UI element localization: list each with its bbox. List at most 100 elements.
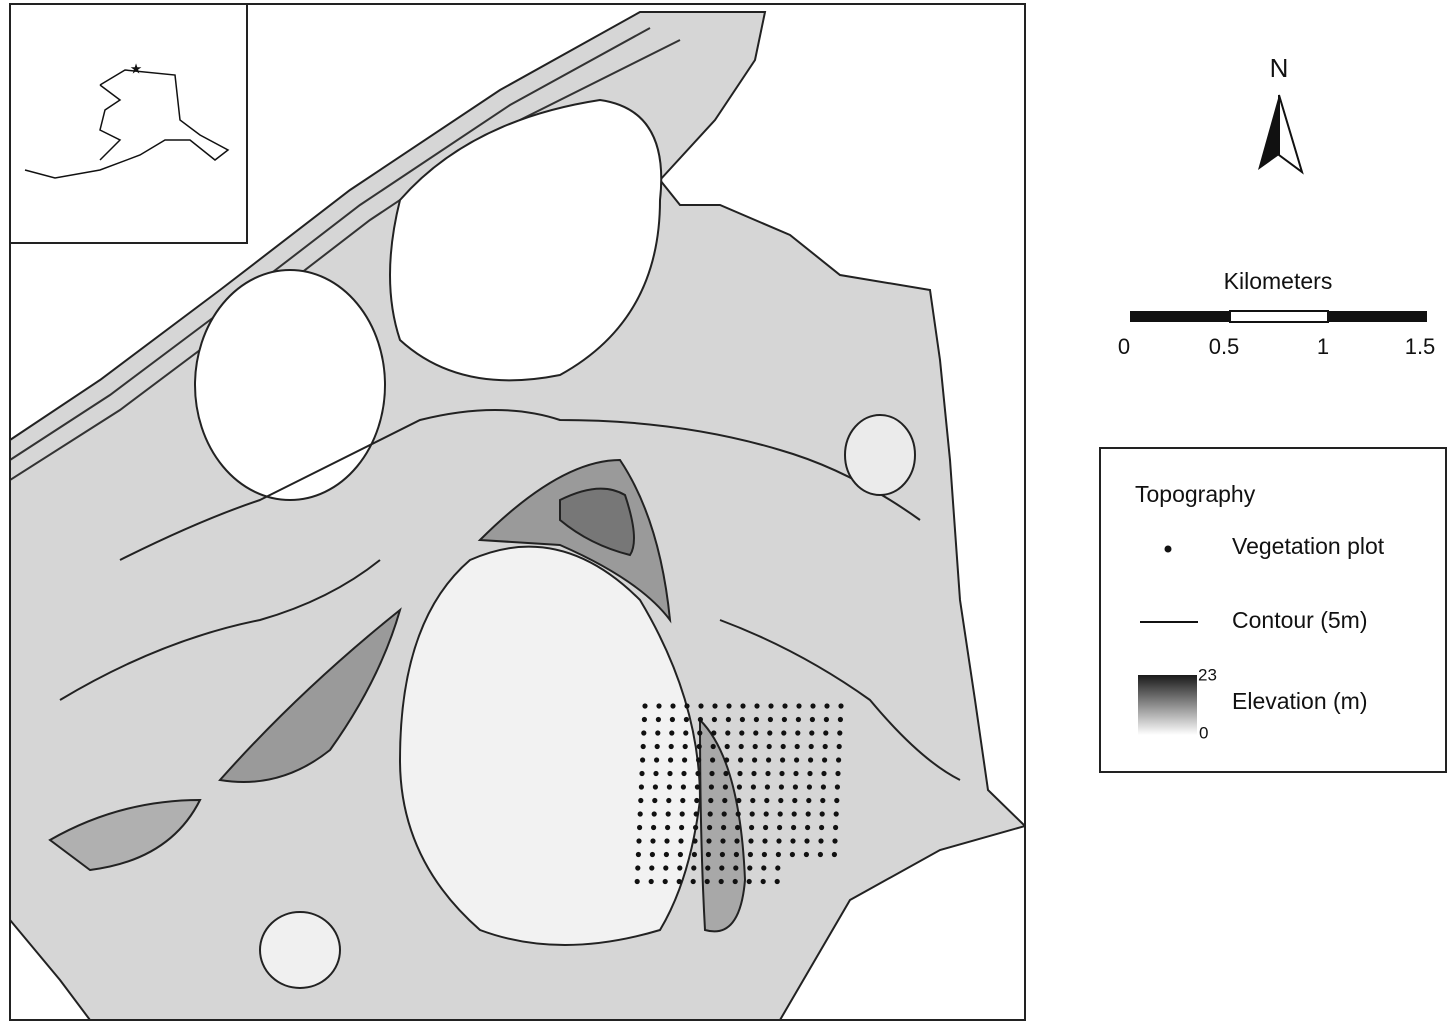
vegetation-plot (636, 838, 641, 843)
vegetation-plot (691, 865, 696, 870)
legend-label: Elevation (m) (1232, 688, 1367, 714)
scale-label: 0.5 (1209, 334, 1240, 359)
vegetation-plot (737, 771, 742, 776)
vegetation-plot (809, 730, 814, 735)
vegetation-plot (809, 744, 814, 749)
vegetation-plot (708, 811, 713, 816)
vegetation-plot (804, 838, 809, 843)
vegetation-plot (691, 879, 696, 884)
vegetation-plot (722, 811, 727, 816)
vegetation-plot (653, 771, 658, 776)
vegetation-plot (780, 757, 785, 762)
vegetation-plot (761, 879, 766, 884)
vegetation-plot (692, 852, 697, 857)
legend-label: Vegetation plot (1232, 533, 1385, 559)
vegetation-plot (795, 744, 800, 749)
vegetation-plot (719, 865, 724, 870)
vegetation-plot (705, 865, 710, 870)
vegetation-plot (653, 784, 658, 789)
vegetation-plot (655, 744, 660, 749)
vegetation-plot (765, 771, 770, 776)
vegetation-plot (779, 784, 784, 789)
vegetation-plot (821, 771, 826, 776)
vegetation-plot (651, 825, 656, 830)
vegetation-plot (721, 825, 726, 830)
vegetation-plot (751, 784, 756, 789)
vegetation-plot (738, 757, 743, 762)
vegetation-plot (664, 838, 669, 843)
vegetation-plot (698, 703, 703, 708)
vegetation-plot (838, 703, 843, 708)
scale-segment (1328, 311, 1427, 322)
vegetation-plot (680, 798, 685, 803)
vegetation-plot (838, 717, 843, 722)
vegetation-plot (791, 825, 796, 830)
vegetation-plot (834, 811, 839, 816)
vegetation-plot (642, 703, 647, 708)
legend-label: Contour (5m) (1232, 607, 1367, 633)
vegetation-plot (808, 757, 813, 762)
vegetation-plot (832, 838, 837, 843)
vegetation-plot (706, 838, 711, 843)
vegetation-plot (650, 852, 655, 857)
vegetation-plot (806, 811, 811, 816)
vegetation-plot (777, 825, 782, 830)
vegetation-plot (823, 730, 828, 735)
vegetation-plot (669, 730, 674, 735)
vegetation-plot (681, 784, 686, 789)
vegetation-plot (677, 879, 682, 884)
vegetation-plot (670, 717, 675, 722)
vegetation-plot (669, 744, 674, 749)
vegetation-plot (705, 879, 710, 884)
site-star: ★ (130, 61, 143, 77)
vegetation-plot (654, 757, 659, 762)
vegetation-plot (637, 825, 642, 830)
vegetation-plot (678, 852, 683, 857)
scale-label: 1 (1317, 334, 1329, 359)
vegetation-plot (652, 798, 657, 803)
vegetation-plot (639, 784, 644, 789)
vegetation-plot (664, 852, 669, 857)
vegetation-plot (695, 784, 700, 789)
vegetation-plot (747, 879, 752, 884)
vegetation-plot (696, 757, 701, 762)
vegetation-plot (805, 825, 810, 830)
vegetation-plot (670, 703, 675, 708)
vegetation-plot (762, 838, 767, 843)
vegetation-plot (739, 744, 744, 749)
vegetation-plot (641, 730, 646, 735)
scale-segment (1130, 311, 1230, 322)
vegetation-plot (748, 838, 753, 843)
vegetation-plot (692, 838, 697, 843)
north-arrow: N (1258, 53, 1302, 172)
vegetation-plot (733, 879, 738, 884)
vegetation-plot (810, 717, 815, 722)
vegetation-plot (707, 825, 712, 830)
vegetation-plot (820, 798, 825, 803)
vegetation-plot (818, 838, 823, 843)
vegetation-plot (754, 717, 759, 722)
vegetation-plot (709, 771, 714, 776)
vegetation-plot (753, 730, 758, 735)
vegetation-plot (754, 703, 759, 708)
vegetation-plot (711, 744, 716, 749)
vegetation-plot (719, 879, 724, 884)
vegetation-plot (698, 717, 703, 722)
vegetation-plot (736, 798, 741, 803)
vegetation-plot (735, 825, 740, 830)
vegetation-plot (694, 798, 699, 803)
vegetation-plot (684, 703, 689, 708)
vegetation-plot (706, 852, 711, 857)
vegetation-plot (793, 784, 798, 789)
vegetation-plot (821, 784, 826, 789)
vegetation-plot (693, 825, 698, 830)
ramp-label: 0 (1199, 723, 1208, 742)
vegetation-plot (824, 703, 829, 708)
vegetation-plot (666, 798, 671, 803)
vegetation-plot (836, 757, 841, 762)
vegetation-plot (763, 825, 768, 830)
vegetation-plot (663, 879, 668, 884)
vegetation-plot (679, 825, 684, 830)
vegetation-plot (776, 838, 781, 843)
scale-segment (1230, 311, 1328, 322)
